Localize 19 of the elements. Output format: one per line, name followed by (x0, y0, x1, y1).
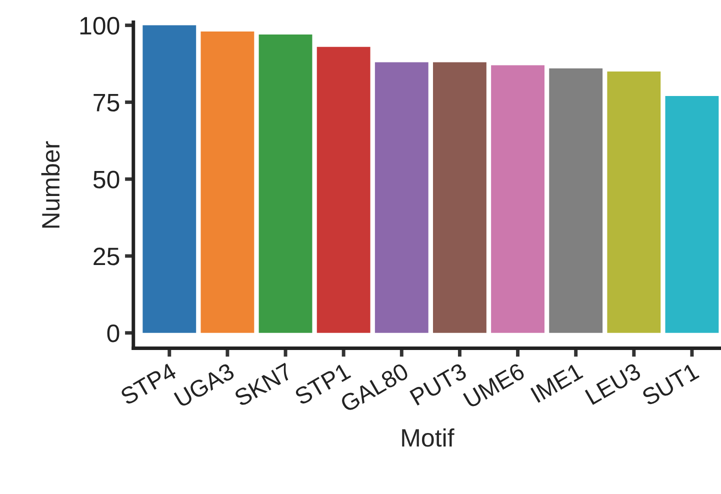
y-tick-label: 0 (107, 324, 120, 342)
y-tick-label: 75 (94, 94, 120, 112)
bar (316, 46, 370, 333)
bar (374, 62, 428, 333)
bar (607, 71, 661, 333)
x-axis-title: Motif (402, 428, 454, 447)
bar (665, 96, 719, 333)
bar (142, 25, 196, 333)
y-tick-label: 25 (94, 248, 120, 266)
y-axis-title: Number (41, 141, 60, 228)
bar (491, 65, 544, 333)
y-tick-label: 50 (93, 170, 120, 188)
bar (258, 34, 312, 333)
bar (433, 62, 486, 333)
x-tick-label: IME1 (530, 362, 584, 403)
y-tick-label: 100 (80, 16, 120, 35)
bar (549, 68, 603, 333)
bar (200, 31, 254, 333)
x-tick-label: SUT1 (640, 362, 700, 406)
